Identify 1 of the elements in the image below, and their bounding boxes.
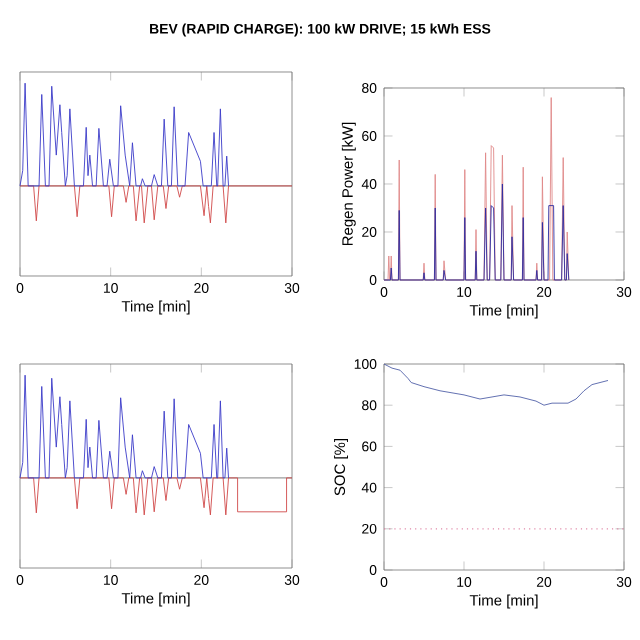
line-series [383,183,570,281]
